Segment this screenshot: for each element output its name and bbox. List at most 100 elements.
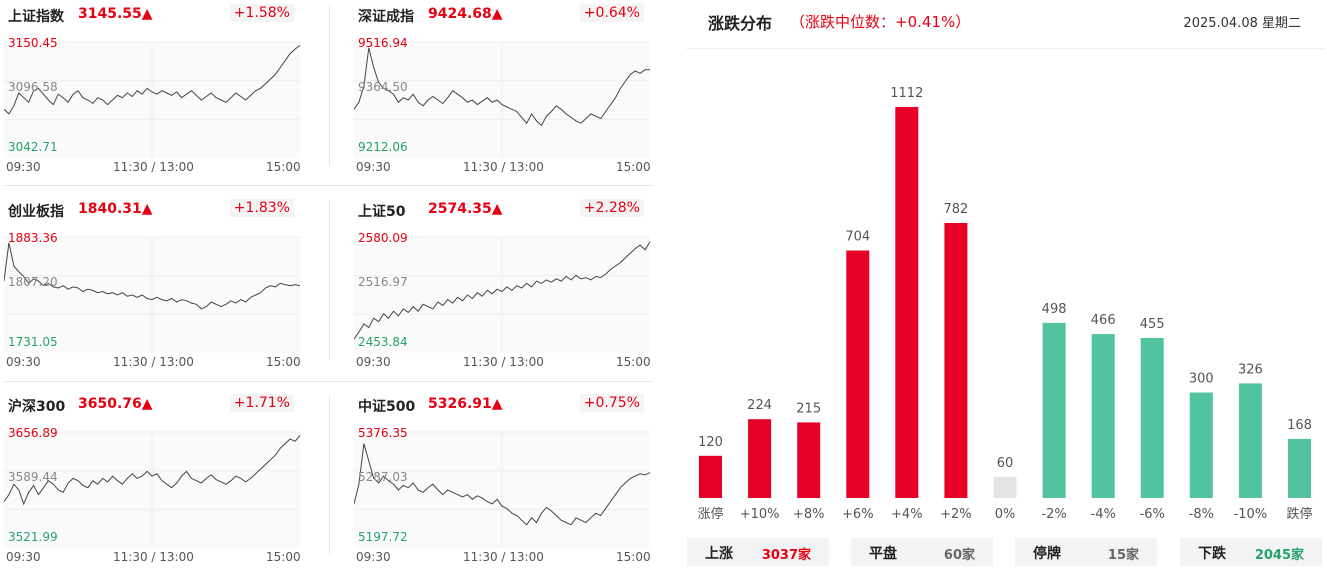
summary-value: 2045家 (1254, 548, 1304, 563)
bar-value-label: 498 (1042, 302, 1067, 317)
bar-category-label: -2% (1041, 507, 1066, 522)
time-start-label: 09:30 (6, 550, 41, 564)
price-line (354, 47, 650, 127)
low-label: 5197.72 (358, 530, 408, 544)
index-name: 深证成指 (358, 9, 414, 25)
distribution-bar (1288, 438, 1311, 498)
bar-value-label: 326 (1238, 362, 1263, 377)
price-line (354, 443, 651, 526)
index-value: 5326.91▲ (428, 396, 503, 412)
bar-category-label: 0% (995, 507, 1016, 522)
bar-category-label: -6% (1140, 507, 1165, 522)
bar-value-label: 300 (1189, 372, 1214, 387)
distribution-bar (1189, 392, 1213, 498)
distribution-bar (1140, 338, 1164, 498)
price-line (4, 45, 301, 115)
summary-label: 平盘 (869, 546, 897, 562)
index-card[interactable]: 上证指数 3145.55▲ +1.58% 3150.45 3096.58 304… (0, 0, 301, 185)
bar-value-label: 455 (1140, 317, 1165, 332)
mid-label: 9364.50 (358, 80, 408, 94)
summary-label: 下跌 (1198, 546, 1226, 562)
summary-label: 停牌 (1033, 546, 1061, 562)
row-divider (4, 185, 654, 186)
index-name: 沪深300 (8, 399, 66, 415)
distribution-bar (748, 419, 772, 498)
summary-up: 上涨 3037家 (687, 538, 829, 566)
bar-value-label: 215 (796, 401, 821, 416)
time-mid-label: 11:30 / 13:00 (113, 355, 194, 369)
index-value: 3145.55▲ (78, 6, 153, 22)
price-line (4, 242, 301, 310)
low-label: 2453.84 (358, 335, 408, 349)
distribution-bar (1091, 334, 1115, 498)
mid-label: 2516.97 (358, 275, 408, 289)
time-end-label: 15:00 (616, 160, 651, 174)
summary-value: 15家 (1107, 548, 1139, 563)
intraday-sparkline (354, 236, 651, 353)
high-label: 1883.36 (8, 231, 58, 245)
bar-category-label: -8% (1189, 507, 1214, 522)
summary-flat: 平盘 60家 (851, 538, 993, 566)
distribution-bar (895, 107, 919, 498)
column-divider (329, 6, 330, 166)
index-name: 上证50 (358, 204, 406, 220)
index-change-badge: +0.64% (579, 4, 644, 22)
mid-label: 3589.44 (8, 470, 58, 484)
distribution-date: 2025.04.08 星期二 (1183, 16, 1301, 31)
distribution-bar (699, 455, 722, 498)
bar-value-label: 168 (1287, 418, 1312, 433)
index-card[interactable]: 中证500 5326.91▲ +0.75% 5376.35 5287.03 51… (350, 390, 651, 575)
time-mid-label: 11:30 / 13:00 (113, 160, 194, 174)
mid-label: 3096.58 (8, 80, 58, 94)
bar-category-label: 跌停 (1286, 506, 1312, 522)
column-divider (329, 200, 330, 360)
intraday-sparkline (354, 41, 650, 158)
bar-value-label: 704 (845, 230, 870, 245)
time-mid-label: 11:30 / 13:00 (463, 160, 544, 174)
index-change-badge: +1.83% (229, 199, 294, 217)
summary-down: 下跌 2045家 (1180, 538, 1322, 566)
index-value: 2574.35▲ (428, 201, 503, 217)
index-card[interactable]: 上证50 2574.35▲ +2.28% 2580.09 2516.97 245… (350, 195, 651, 380)
time-mid-label: 11:30 / 13:00 (463, 550, 544, 564)
high-label: 3150.45 (8, 36, 58, 50)
index-change-badge: +2.28% (579, 199, 644, 217)
bar-category-label: +2% (940, 507, 972, 522)
index-change-badge: +1.71% (229, 394, 294, 412)
distribution-bar (944, 223, 968, 498)
header-divider (686, 48, 1324, 49)
bar-value-label: 60 (997, 456, 1014, 471)
high-label: 9516.94 (358, 36, 408, 50)
mid-label: 5287.03 (358, 470, 408, 484)
index-card[interactable]: 沪深300 3650.76▲ +1.71% 3656.89 3589.44 35… (0, 390, 301, 575)
low-label: 1731.05 (8, 335, 58, 349)
summary-label: 上涨 (705, 546, 733, 562)
distribution-title: 涨跌分布 (708, 14, 773, 33)
time-start-label: 09:30 (356, 355, 391, 369)
low-label: 3042.71 (8, 140, 58, 154)
high-label: 5376.35 (358, 426, 408, 440)
time-mid-label: 11:30 / 13:00 (463, 355, 544, 369)
index-card[interactable]: 深证成指 9424.68▲ +0.64% 9516.94 9364.50 921… (350, 0, 651, 185)
bar-value-label: 1112 (890, 86, 923, 101)
mid-label: 1807.20 (8, 275, 58, 289)
bar-value-label: 782 (943, 202, 968, 217)
row-divider (4, 381, 654, 382)
distribution-bar (846, 250, 870, 498)
index-name: 中证500 (358, 399, 416, 415)
summary-value: 3037家 (761, 548, 811, 563)
time-end-label: 15:00 (616, 355, 651, 369)
bar-category-label: +6% (842, 507, 874, 522)
index-value: 3650.76▲ (78, 396, 153, 412)
index-name: 创业板指 (8, 204, 64, 220)
time-end-label: 15:00 (266, 550, 301, 564)
bar-category-label: +4% (891, 507, 923, 522)
distribution-bar (1238, 383, 1262, 498)
distribution-bar-chart: 120 涨停 224 +10% 215 +8% 704 +6% 1112 +4% 782 +2% 60 0… (697, 86, 1312, 522)
intraday-sparkline (354, 431, 651, 548)
index-card[interactable]: 创业板指 1840.31▲ +1.83% 1883.36 1807.20 173… (0, 195, 301, 380)
intraday-sparkline (4, 41, 301, 158)
high-label: 3656.89 (8, 426, 58, 440)
high-label: 2580.09 (358, 231, 408, 245)
low-label: 9212.06 (358, 140, 408, 154)
